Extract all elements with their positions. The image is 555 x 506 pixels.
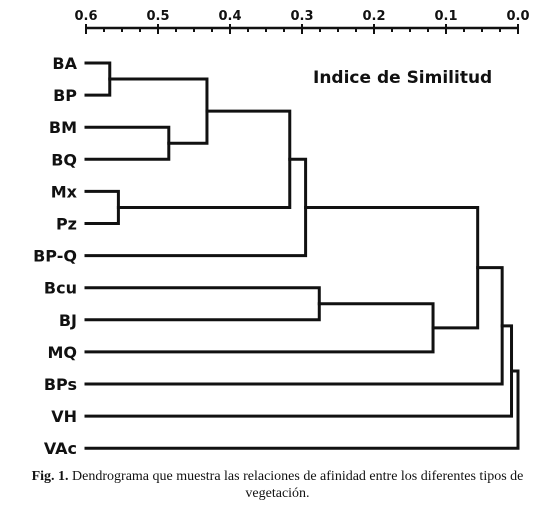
axis-tick-label: 0.3 bbox=[290, 9, 313, 24]
caption-label: Fig. 1. bbox=[31, 469, 69, 484]
axis-tick-label: 0.2 bbox=[362, 9, 385, 24]
leaf-label-ba: BA bbox=[52, 54, 77, 73]
leaf-label-vh: VH bbox=[51, 407, 77, 426]
similarity-axis: 0.6 0.5 0.4 0.3 0.2 0.1 0.0 bbox=[74, 9, 530, 34]
axis-title: Indice de Similitud bbox=[313, 68, 492, 88]
dendrogram-link-7 bbox=[84, 286, 321, 322]
dendrogram-link-11 bbox=[84, 324, 514, 418]
dendrogram-link-8 bbox=[84, 302, 435, 354]
axis-tick-label: 0.1 bbox=[434, 9, 457, 24]
leaf-label-bp-q: BP-Q bbox=[33, 247, 77, 266]
leaf-label-bps: BPs bbox=[44, 375, 77, 394]
leaf-label-bm: BM bbox=[49, 118, 77, 137]
leaf-label-bp: BP bbox=[53, 86, 77, 105]
dendrogram-link-4 bbox=[108, 77, 209, 145]
leaf-label-vac: VAc bbox=[44, 439, 77, 458]
leaf-label-mx: Mx bbox=[51, 182, 78, 201]
dendrogram-chart: 0.6 0.5 0.4 0.3 0.2 0.1 0.0 Indice de Similitu… bbox=[33, 9, 530, 458]
axis-tick-label: 0.6 bbox=[74, 9, 97, 24]
dendrogram-link-10 bbox=[84, 266, 504, 386]
axis-tick-label: 0.5 bbox=[146, 9, 169, 24]
leaf-label-mq: MQ bbox=[47, 343, 77, 362]
dendrogram-link-2 bbox=[84, 125, 171, 161]
dendrogram-links bbox=[84, 61, 520, 450]
axis-tick-label: 0.4 bbox=[218, 9, 241, 24]
figure-caption: Fig. 1. Dendrograma que muestra las rela… bbox=[6, 468, 549, 502]
caption-text: Dendrograma que muestra las relaciones d… bbox=[68, 469, 524, 501]
leaf-label-bj: BJ bbox=[59, 311, 77, 330]
axis-tick-label: 0.0 bbox=[506, 9, 529, 24]
leaf-label-bcu: Bcu bbox=[44, 279, 77, 298]
dendrogram-link-1 bbox=[84, 61, 112, 97]
dendrogram-link-9 bbox=[304, 205, 480, 330]
leaf-label-bq: BQ bbox=[51, 150, 77, 169]
dendrogram-link-3 bbox=[84, 189, 120, 225]
dendrogram-link-12 bbox=[84, 369, 520, 450]
leaf-labels: BA BP BM BQ Mx Pz BP-Q Bcu BJ MQ BPs VH VAc bbox=[33, 54, 78, 458]
leaf-label-pz: Pz bbox=[56, 215, 77, 234]
